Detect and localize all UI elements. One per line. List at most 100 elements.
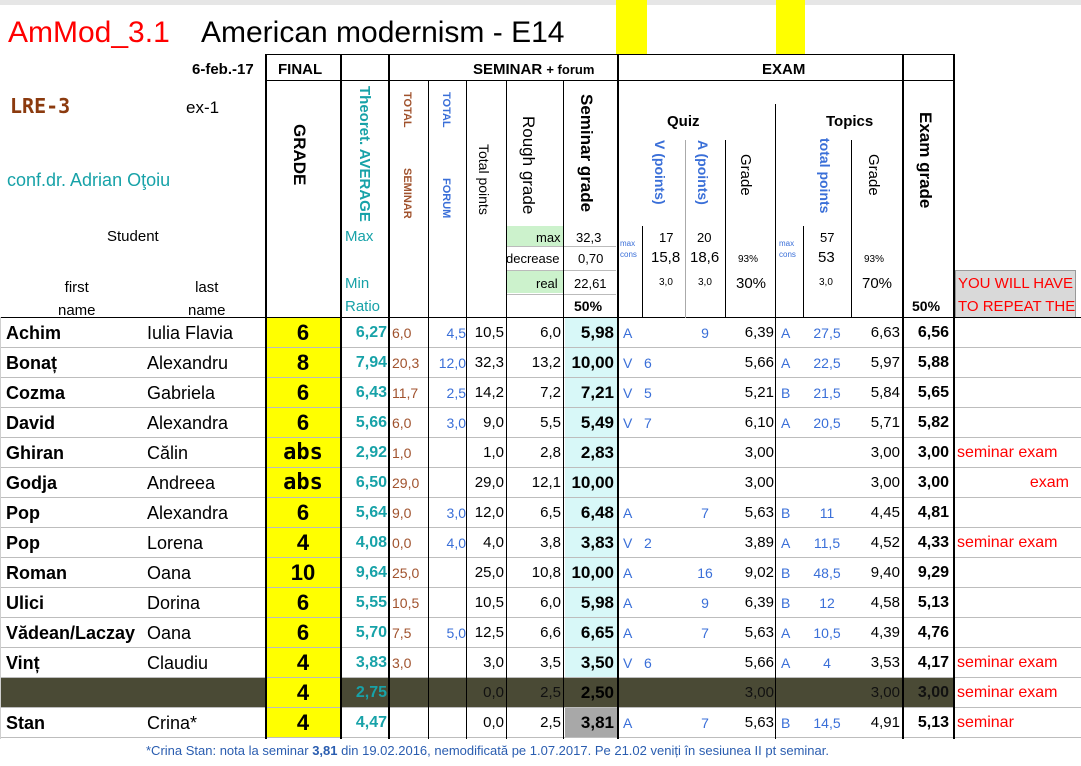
cell-first[interactable]: Alexandra (147, 503, 229, 523)
cell-qv-l[interactable]: A (623, 715, 633, 731)
cell-exam[interactable]: 5,13 (917, 714, 949, 731)
cell-t-l[interactable]: A (781, 535, 791, 551)
cell-qa[interactable] (686, 348, 724, 378)
cell-tf[interactable] (430, 468, 466, 498)
cell-qv[interactable]: 5 (644, 385, 652, 401)
cell-qv[interactable] (644, 468, 684, 498)
cell-first[interactable]: Alexandra (147, 413, 229, 433)
cell-rough[interactable]: 6,5 (540, 504, 561, 521)
cell-last[interactable]: Vădean/Laczay (6, 623, 136, 643)
cell-theo[interactable]: 5,66 (355, 414, 387, 431)
cell-qg[interactable]: 5,21 (744, 384, 774, 401)
cell-repeat[interactable]: seminar exam (957, 534, 1058, 551)
cell-tp2[interactable]: 4 (823, 655, 831, 671)
cell-first[interactable]: Călin (147, 443, 189, 463)
cell-qa[interactable]: 16 (697, 565, 713, 581)
cell-first[interactable]: Dorina (147, 593, 201, 613)
cell-tp2[interactable]: 22,5 (813, 355, 841, 371)
cell-last[interactable]: Pop (6, 503, 40, 523)
cell-tg[interactable]: 4,91 (870, 714, 900, 731)
cell-first[interactable]: Iulia Flavia (147, 323, 234, 343)
cell-final[interactable]: 6 (266, 408, 340, 438)
cell-t-l[interactable]: B (781, 505, 791, 521)
cell-theo[interactable]: 4,08 (355, 534, 387, 551)
cell-first[interactable]: Claudiu (147, 653, 209, 673)
cell-rough[interactable]: 6,6 (540, 624, 561, 641)
cell-sem[interactable]: 3,81 (565, 708, 617, 738)
cell-sem[interactable]: 2,83 (565, 438, 617, 468)
cell-qg[interactable]: 9,02 (744, 564, 774, 581)
cell-tp[interactable]: 4,0 (483, 534, 504, 551)
cell-tp2[interactable]: 48,5 (813, 565, 841, 581)
cell-sem[interactable]: 5,98 (565, 588, 617, 618)
cell-tp2[interactable] (805, 678, 849, 708)
cell-last[interactable]: David (6, 413, 56, 433)
cell-ts[interactable]: 10,5 (392, 595, 420, 611)
cell-qv-l[interactable]: V (623, 385, 633, 401)
cell-tg[interactable]: 3,00 (870, 474, 900, 491)
cell-exam[interactable]: 3,00 (917, 444, 949, 461)
cell-tf[interactable]: 3,0 (446, 505, 466, 521)
cell-tg[interactable]: 4,58 (870, 594, 900, 611)
cell-qa[interactable]: 7 (701, 715, 709, 731)
cell-repeat[interactable] (957, 558, 1077, 588)
cell-qv-l[interactable] (623, 678, 641, 708)
cell-repeat[interactable]: seminar exam (957, 444, 1058, 461)
cell-first[interactable]: Oana (147, 563, 192, 583)
cell-tp2[interactable]: 10,5 (813, 625, 841, 641)
cell-qg[interactable]: 3,89 (744, 534, 774, 551)
cell-tp2[interactable]: 27,5 (813, 325, 841, 341)
cell-last[interactable]: Ulici (6, 593, 45, 613)
cell-tf[interactable] (430, 708, 466, 738)
cell-ts[interactable]: 6,0 (392, 415, 412, 431)
cell-qv-l[interactable] (623, 438, 641, 468)
cell-final[interactable]: 6 (266, 498, 340, 528)
cell-theo[interactable]: 3,83 (355, 654, 387, 671)
cell-ts[interactable]: 9,0 (392, 505, 412, 521)
cell-qv-l[interactable]: V (623, 355, 633, 371)
cell-first[interactable]: Oana (147, 623, 192, 643)
cell-first[interactable]: Andreea (147, 473, 216, 493)
cell-final[interactable]: abs (266, 438, 340, 468)
cell-qg[interactable]: 6,39 (744, 594, 774, 611)
cell-tp2[interactable]: 12 (819, 595, 835, 611)
cell-last[interactable]: Pop (6, 533, 40, 553)
cell-final[interactable]: 4 (266, 528, 340, 558)
cell-t-l[interactable]: A (781, 355, 791, 371)
cell-qv-l[interactable]: A (623, 625, 633, 641)
cell-qv[interactable] (644, 558, 684, 588)
cell-theo[interactable]: 2,92 (355, 444, 387, 461)
cell-qv[interactable] (644, 588, 684, 618)
cell-final[interactable]: 6 (266, 378, 340, 408)
cell-ts[interactable]: 7,5 (392, 625, 412, 641)
cell-tf[interactable]: 4,0 (446, 535, 466, 551)
cell-tg[interactable]: 4,45 (870, 504, 900, 521)
cell-qg[interactable]: 5,66 (744, 654, 774, 671)
cell-tp[interactable]: 14,2 (474, 384, 504, 401)
cell-t-l[interactable] (781, 438, 801, 468)
cell-qa[interactable] (686, 468, 724, 498)
cell-ts[interactable]: 29,0 (392, 475, 420, 491)
cell-qg[interactable]: 6,10 (744, 414, 774, 431)
cell-qa[interactable] (686, 378, 724, 408)
cell-repeat[interactable] (957, 348, 1077, 378)
cell-tg[interactable]: 3,00 (870, 444, 900, 461)
cell-exam[interactable]: 5,82 (917, 414, 949, 431)
cell-repeat[interactable] (957, 318, 1077, 348)
cell-rough[interactable]: 6,0 (540, 324, 561, 341)
cell-first[interactable]: Alexandru (147, 353, 229, 373)
cell-qa[interactable] (686, 408, 724, 438)
cell-rough[interactable]: 6,0 (540, 594, 561, 611)
cell-rough[interactable]: 7,2 (540, 384, 561, 401)
cell-sem[interactable]: 10,00 (565, 558, 617, 588)
cell-qg[interactable]: 5,63 (744, 504, 774, 521)
cell-tg[interactable]: 4,39 (870, 624, 900, 641)
cell-tp2[interactable]: 21,5 (813, 385, 841, 401)
cell-sem[interactable]: 7,21 (565, 378, 617, 408)
cell-tp[interactable]: 32,3 (474, 354, 504, 371)
cell-tp2[interactable] (805, 468, 849, 498)
cell-qv-l[interactable]: V (623, 535, 633, 551)
cell-final[interactable]: abs (266, 468, 340, 498)
cell-rough[interactable]: 3,8 (540, 534, 561, 551)
cell-sem[interactable]: 10,00 (565, 468, 617, 498)
